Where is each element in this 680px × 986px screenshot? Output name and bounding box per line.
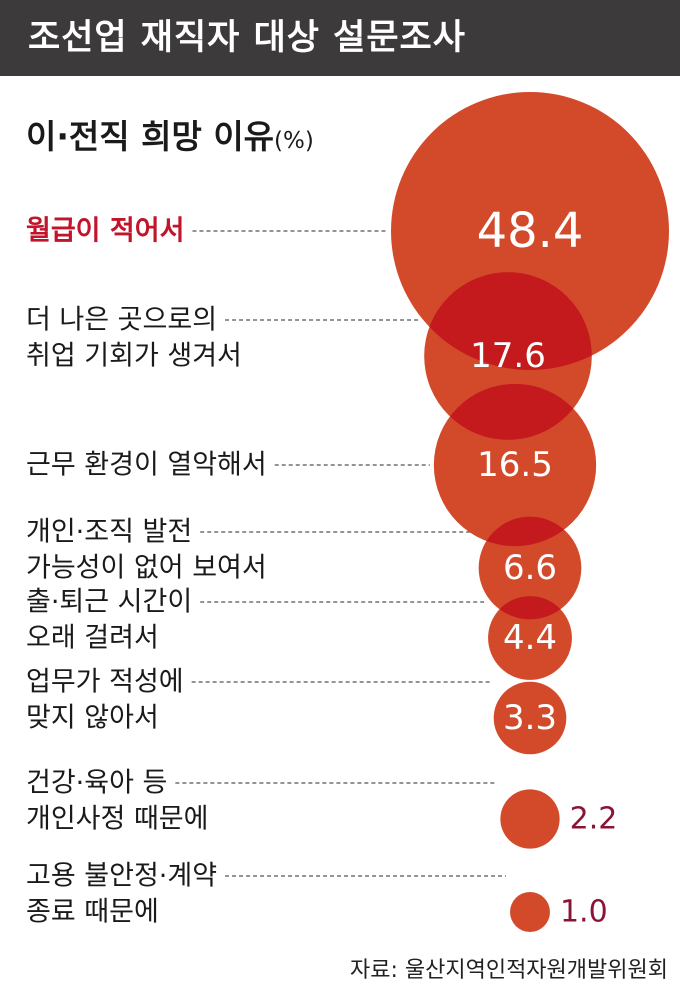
value-label-8: 1.0: [560, 895, 608, 930]
leader-lines: [175, 230, 507, 877]
category-label-4-line-1: 개인·조직 발전: [26, 517, 192, 548]
category-label-4-line-2: 가능성이 없어 보여서: [26, 553, 267, 584]
subtitle-text: 이·전직 희망 이유: [26, 117, 275, 156]
value-labels: 48.4 17.6 16.5 6.6 4.4 3.3 2.2 1.0: [470, 203, 617, 930]
bubble-7: [500, 789, 560, 849]
category-label-7-line-1: 건강·육아 등: [26, 768, 167, 799]
category-label-3-line-1: 근무 환경이 열악해서: [26, 450, 267, 481]
value-label-4: 6.6: [503, 548, 557, 588]
bubble-8: [510, 892, 550, 932]
chart-subtitle: 이·전직 희망 이유(%): [26, 110, 314, 158]
value-label-7: 2.2: [570, 802, 618, 837]
category-label-5-line-1: 출·퇴근 시간이: [26, 587, 192, 618]
bubble-6: [493, 681, 567, 755]
category-label-6-line-2: 맞지 않아서: [26, 703, 159, 734]
category-label-8-line-1: 고용 불안정·계약: [26, 861, 217, 892]
category-label-1-line-1: 월급이 적어서: [26, 216, 184, 247]
value-label-2: 17.6: [470, 336, 546, 376]
chart-header: 조선업 재직자 대상 설문조사: [0, 0, 680, 76]
value-label-5: 4.4: [503, 618, 557, 658]
bubble-5: [488, 596, 572, 680]
category-label-6-line-1: 업무가 적성에: [26, 667, 184, 698]
category-label-5-line-2: 오래 걸려서: [26, 623, 159, 654]
subtitle-unit: (%): [274, 128, 314, 154]
value-label-6: 3.3: [503, 698, 557, 738]
source-note: 자료: 울산지역인적자원개발위원회: [349, 958, 668, 983]
value-label-3: 16.5: [477, 445, 553, 485]
category-label-2-line-2: 취업 기회가 생겨서: [26, 341, 242, 372]
value-label-1: 48.4: [477, 203, 584, 259]
category-label-7-line-2: 개인사정 때문에: [26, 804, 208, 835]
bubble-overlap-1: [424, 272, 592, 370]
category-label-2-line-1: 더 나은 곳으로의: [26, 305, 217, 336]
bubble-overlap-2: [433, 383, 592, 440]
header-title: 조선업 재직자 대상 설문조사: [28, 18, 466, 58]
category-label-8-line-2: 종료 때문에: [26, 897, 159, 928]
